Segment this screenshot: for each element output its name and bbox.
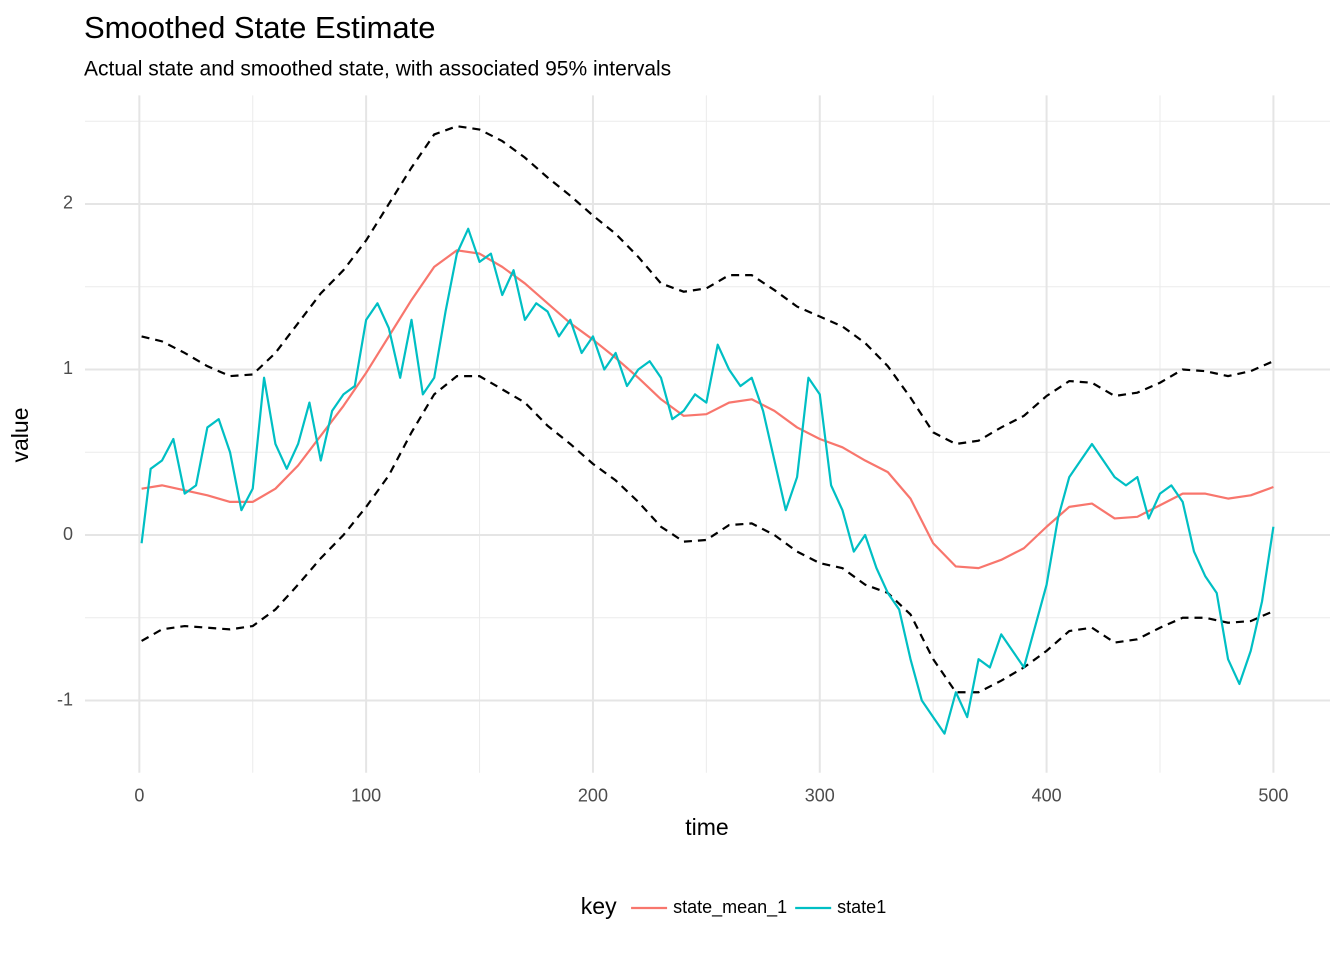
y-tick-label: 1 [63, 358, 73, 378]
x-tick-label: 500 [1258, 785, 1288, 805]
y-tick-label: -1 [57, 689, 73, 709]
legend-label: state1 [837, 897, 886, 917]
x-axis-label: time [685, 814, 728, 840]
y-axis-label: value [7, 408, 33, 463]
grid: 0 100 200 300 400 500 -1 0 1 2 [57, 95, 1330, 805]
chart-subtitle: Actual state and smoothed state, with as… [84, 58, 671, 81]
plot [140, 125, 1275, 735]
legend-item: state_mean_1 [631, 897, 787, 918]
x-tick-label: 100 [351, 785, 381, 805]
x-tick-label: 400 [1032, 785, 1062, 805]
interval-line [141, 375, 1274, 694]
x-tick-label: 200 [578, 785, 608, 805]
legend-title: key [581, 893, 617, 919]
series-line [140, 227, 1275, 735]
interval-line [141, 125, 1274, 446]
legend-item: state1 [795, 897, 886, 917]
y-tick-label: 2 [63, 193, 73, 213]
legend-label: state_mean_1 [673, 897, 787, 918]
x-tick-label: 0 [134, 785, 144, 805]
x-tick-label: 300 [805, 785, 835, 805]
chart-title: Smoothed State Estimate [84, 10, 436, 45]
legend: key state_mean_1 state1 [581, 893, 886, 919]
y-tick-label: 0 [63, 524, 73, 544]
